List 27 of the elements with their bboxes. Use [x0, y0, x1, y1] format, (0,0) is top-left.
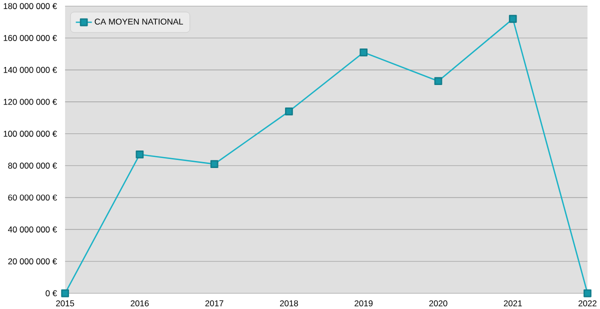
- y-tick-label: 80 000 000 €: [8, 162, 57, 168]
- x-tick-label: 2016: [130, 300, 149, 306]
- point: [61, 289, 70, 297]
- y-tick-label: 100 000 000 €: [4, 130, 57, 137]
- x-tick-label: 2020: [429, 300, 448, 306]
- y-tick-label: 60 000 000 €: [8, 194, 57, 200]
- x-tick-label: 2021: [504, 300, 522, 306]
- y-tick-label: 40 000 000 €: [8, 226, 57, 232]
- point: [584, 289, 592, 297]
- y-tick-label: 120 000 000 €: [4, 98, 57, 105]
- y-tick-label: 20 000 000 €: [8, 258, 57, 264]
- point: [434, 76, 442, 85]
- x-tick-label: 2018: [280, 300, 298, 306]
- legend-label: CA MOYEN NATIONAL: [94, 18, 184, 24]
- point: [285, 107, 293, 116]
- x-tick-label: 2019: [354, 300, 373, 306]
- point: [210, 160, 218, 168]
- point: [360, 48, 368, 56]
- point: [508, 14, 517, 23]
- point: [136, 150, 144, 158]
- x-tick-label: 2022: [578, 300, 596, 306]
- y-tick-label: 160 000 000 €: [4, 34, 57, 41]
- y-tick-label: 180 000 000 €: [4, 2, 57, 9]
- x-tick-label: 2017: [205, 300, 224, 306]
- y-tick-label: 0 €: [46, 290, 57, 296]
- y-tick-label: 140 000 000 €: [4, 66, 57, 73]
- x-tick-label: 2015: [56, 300, 74, 306]
